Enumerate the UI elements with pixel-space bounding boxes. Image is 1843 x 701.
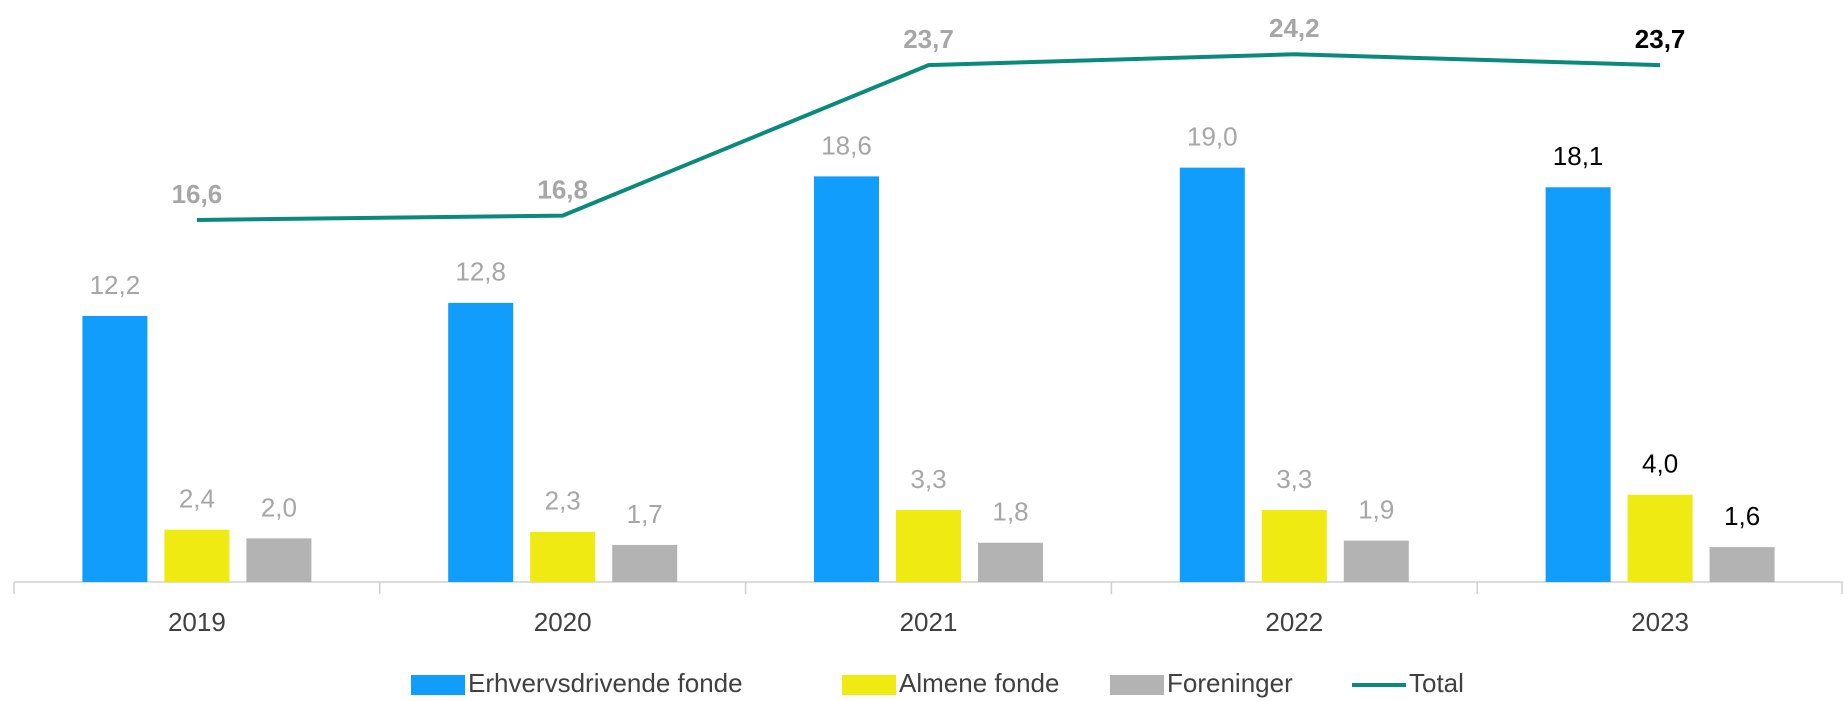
data-label: 4,0 (1642, 449, 1678, 479)
data-label: 23,7 (1635, 24, 1686, 54)
legend-label: Total (1409, 668, 1464, 698)
data-label: 23,7 (903, 24, 954, 54)
legend-swatch (1110, 675, 1164, 695)
bar (448, 302, 514, 582)
bar (246, 538, 312, 582)
bar (530, 531, 596, 582)
data-label: 12,2 (90, 270, 141, 300)
legend-swatch (842, 675, 896, 695)
x-tick-label: 2019 (168, 607, 226, 637)
bar (1545, 187, 1611, 582)
data-label: 3,3 (1276, 464, 1312, 494)
x-tick-label: 2021 (900, 607, 958, 637)
data-label: 16,8 (537, 175, 588, 205)
data-label: 18,1 (1553, 141, 1604, 171)
data-label: 1,8 (992, 497, 1028, 527)
data-label: 2,4 (179, 484, 215, 514)
legend-label: Erhvervsdrivende fonde (468, 668, 743, 698)
data-label: 12,8 (455, 257, 506, 287)
data-label: 2,3 (545, 486, 581, 516)
legend-label: Foreninger (1167, 668, 1293, 698)
x-tick-label: 2022 (1265, 607, 1323, 637)
bar (612, 544, 678, 582)
data-label: 16,6 (172, 179, 223, 209)
bar (82, 315, 148, 582)
bar (896, 510, 961, 582)
x-tick-label: 2023 (1631, 607, 1689, 637)
x-tick-label: 2020 (534, 607, 592, 637)
data-label: 2,0 (261, 492, 297, 522)
data-label: 1,6 (1724, 501, 1760, 531)
bar (1179, 167, 1245, 582)
data-label: 18,6 (821, 130, 872, 160)
legend-swatch (411, 675, 465, 695)
legend-label: Almene fonde (899, 668, 1059, 698)
data-label: 1,7 (627, 499, 663, 529)
bar (1627, 494, 1693, 582)
bar (164, 529, 230, 582)
data-label: 1,9 (1358, 494, 1394, 524)
data-label: 24,2 (1269, 13, 1320, 43)
data-label: 3,3 (910, 464, 946, 494)
bar (1709, 547, 1775, 582)
bar (1261, 510, 1327, 582)
data-label: 19,0 (1187, 122, 1238, 152)
bar (1343, 540, 1409, 582)
line (196, 52, 1661, 222)
bar (814, 176, 879, 582)
bar (978, 542, 1043, 582)
